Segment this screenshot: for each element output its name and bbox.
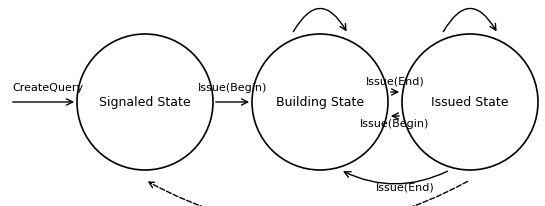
Text: Signaled State: Signaled State [99, 96, 191, 109]
Text: Issued State: Issued State [431, 96, 508, 109]
Text: Issue(Begin): Issue(Begin) [198, 83, 267, 92]
Text: Issue(Begin): Issue(Begin) [360, 118, 429, 128]
FancyArrowPatch shape [293, 9, 346, 32]
FancyArrowPatch shape [149, 181, 468, 206]
Text: Building State: Building State [276, 96, 364, 109]
Text: CreateQuery: CreateQuery [12, 83, 83, 92]
FancyArrowPatch shape [444, 9, 496, 32]
Text: Issue(End): Issue(End) [366, 77, 425, 87]
Text: Issue(End): Issue(End) [376, 182, 434, 192]
FancyArrowPatch shape [344, 171, 447, 184]
